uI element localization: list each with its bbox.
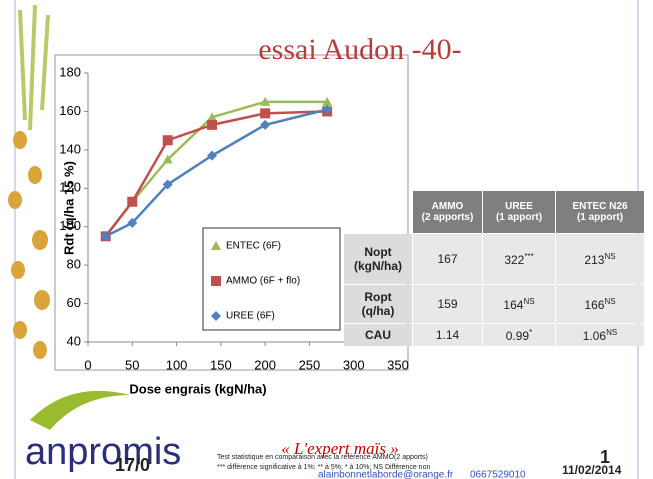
cell-text: (1 apport) — [496, 212, 542, 223]
table-cell: 322*** — [483, 234, 555, 284]
y-tick-label: 80 — [67, 257, 81, 272]
cell-value: 167 — [437, 252, 457, 266]
cell-text: (q/ha) — [362, 304, 395, 318]
y-tick-label: 40 — [67, 333, 81, 348]
y-tick-label: 120 — [59, 180, 81, 195]
x-tick-label: 150 — [210, 357, 232, 372]
row-label: Ropt(q/ha) — [344, 285, 412, 323]
table-cell: 0.99* — [483, 324, 555, 346]
table-cell: 1.14 — [413, 324, 482, 346]
cell-text: Ropt — [364, 290, 391, 304]
legend-label: AMMO (6F + flo) — [226, 276, 300, 287]
y-tick-label: 180 — [59, 64, 81, 79]
x-tick-label: 0 — [84, 357, 91, 372]
cell-text: (1 apport) — [577, 212, 623, 223]
x-tick-label: 350 — [387, 357, 409, 372]
y-tick-label: 100 — [59, 218, 81, 233]
column-header: ENTEC N26(1 apport) — [556, 191, 644, 233]
column-header: UREE(1 apport) — [483, 191, 555, 233]
cell-text: ENTEC N26 — [572, 201, 627, 212]
legend-label: UREE (6F) — [226, 311, 275, 322]
cell-value: 213 — [584, 253, 604, 267]
significance: NS — [523, 297, 534, 306]
corner — [344, 191, 412, 233]
cell-value: 1.14 — [436, 328, 459, 342]
row-label: Nopt(kgN/ha) — [344, 234, 412, 284]
significance: NS — [606, 328, 617, 337]
table-cell: 164NS — [483, 285, 555, 323]
legend-label: ENTEC (6F) — [226, 241, 281, 252]
legend-marker — [211, 276, 221, 286]
significance: * — [529, 328, 532, 337]
table-cell: 1.06NS — [556, 324, 644, 346]
cell-value: 164 — [503, 298, 523, 312]
cell-text: (kgN/ha) — [354, 259, 402, 273]
cell-value: 1.06 — [583, 329, 606, 343]
cell-text: AMMO — [432, 201, 464, 212]
significance: NS — [604, 252, 615, 261]
y-tick-label: 160 — [59, 103, 81, 118]
cell-text: CAU — [365, 328, 391, 342]
x-tick-label: 300 — [343, 357, 365, 372]
y-axis-label: Rdt (q/ha 15 %) — [61, 161, 76, 255]
y-tick-label: 140 — [59, 141, 81, 156]
marker — [207, 120, 217, 130]
x-tick-label: 50 — [125, 357, 139, 372]
x-tick-label: 100 — [166, 357, 188, 372]
x-tick-label: 200 — [254, 357, 276, 372]
x-axis-label: Dose engrais (kgN/ha) — [129, 381, 266, 396]
cell-value: 322 — [504, 253, 524, 267]
cell-value: 166 — [584, 298, 604, 312]
cell-text: Nopt — [364, 245, 391, 259]
cell-text: UREE — [505, 201, 533, 212]
results-table: AMMO(2 apports)UREE(1 apport)ENTEC N26(1… — [343, 190, 645, 347]
slide: essai Audon -40- anpromis 17/0 Test stat… — [0, 0, 653, 479]
marker — [260, 120, 270, 130]
header-row: AMMO(2 apports)UREE(1 apport)ENTEC N26(1… — [344, 191, 644, 233]
table-cell: 166NS — [556, 285, 644, 323]
x-tick-label: 250 — [299, 357, 321, 372]
marker — [127, 197, 137, 207]
significance: NS — [604, 297, 615, 306]
table-cell: 213NS — [556, 234, 644, 284]
column-header: AMMO(2 apports) — [413, 191, 482, 233]
significance: *** — [524, 252, 533, 261]
cell-value: 0.99 — [506, 329, 529, 343]
cell-value: 159 — [437, 297, 457, 311]
y-tick-label: 60 — [67, 295, 81, 310]
marker — [260, 108, 270, 118]
marker — [163, 135, 173, 145]
cell-text: (2 apports) — [422, 212, 474, 223]
row-label: CAU — [344, 324, 412, 346]
table-cell: 159 — [413, 285, 482, 323]
table-cell: 167 — [413, 234, 482, 284]
series-line — [106, 111, 327, 236]
